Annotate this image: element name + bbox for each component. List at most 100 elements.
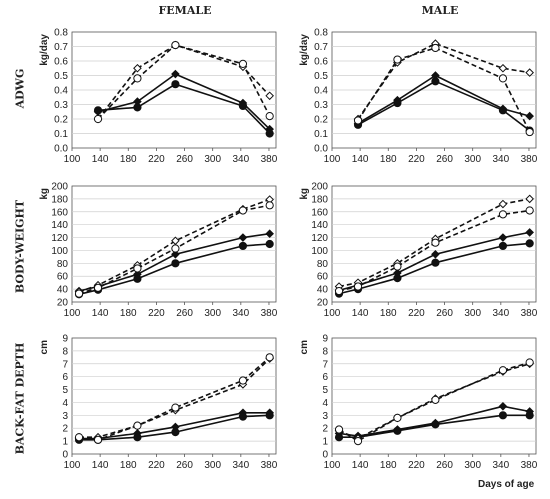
x-tick-label: 140 [92, 154, 109, 165]
x-axis-title: Days of age [478, 479, 535, 490]
data-point-circle-open [431, 395, 440, 404]
data-point-circle-open [171, 403, 180, 412]
data-point-circle-filled [133, 274, 142, 283]
y-tick-label: 8 [322, 346, 328, 357]
data-point-circle-open [393, 262, 402, 271]
x-tick-label: 300 [204, 308, 221, 319]
series-line-dashed-circle-open [78, 356, 271, 441]
data-point-circle-open [74, 433, 84, 442]
x-tick-label: 180 [380, 308, 397, 319]
x-tick-label: 340 [232, 154, 249, 165]
y-tick-label: 140 [311, 220, 328, 231]
x-tick-label: 100 [64, 154, 81, 165]
x-tick-label: 100 [324, 308, 341, 319]
y-unit-label: kg [299, 188, 310, 200]
x-tick-label: 380 [261, 308, 278, 319]
data-point-circle-filled [171, 259, 180, 268]
x-tick-label: 340 [232, 308, 249, 319]
x-tick-label: 260 [176, 460, 193, 471]
data-point-diamond-open [525, 194, 534, 204]
data-point-diamond-filled [265, 229, 274, 238]
x-tick-label: 380 [261, 154, 278, 165]
y-tick-label: 60 [57, 272, 69, 283]
y-tick-label: 0.8 [54, 28, 68, 39]
data-point-diamond-open [525, 68, 534, 77]
x-tick-label: 380 [521, 154, 538, 165]
series-line-dashed-diamond-open [79, 358, 271, 438]
y-tick-label: 0.6 [314, 57, 328, 68]
data-point-circle-open [498, 210, 508, 219]
y-tick-label: 0.4 [314, 86, 328, 97]
data-point-diamond-filled [171, 69, 180, 79]
chart-adwg-female: 0.0 0.1 0.2 0.3 0.4 0.5 0.6 0.7 0.8 100 140 180 220 2… [39, 28, 278, 166]
y-tick-label: 0.7 [54, 42, 68, 53]
data-point-circle-filled [133, 103, 142, 112]
x-tick-label: 260 [436, 308, 453, 319]
data-point-circle-filled [265, 411, 274, 420]
data-point-circle-open [133, 264, 142, 273]
y-tick-label: 0.3 [314, 100, 328, 111]
series-line-solid-circle-filled [338, 242, 530, 295]
data-point-circle-filled [238, 101, 248, 111]
y-tick-label: 100 [51, 246, 68, 257]
y-tick-label: 120 [51, 233, 68, 244]
y-tick-label: 7 [322, 359, 328, 370]
x-tick-label: 220 [408, 154, 425, 165]
x-tick-label: 100 [324, 460, 341, 471]
row-label-body-weight: BODY-WEIGHT [13, 199, 27, 294]
data-point-diamond-filled [498, 233, 508, 242]
data-point-circle-open [133, 421, 142, 430]
y-tick-label: 40 [317, 285, 329, 296]
data-point-circle-open [171, 40, 180, 50]
y-tick-label: 0 [62, 450, 68, 461]
y-tick-label: 3 [62, 411, 68, 422]
x-tick-label: 380 [521, 308, 538, 319]
y-tick-label: 6 [62, 372, 68, 383]
x-tick-label: 380 [261, 460, 278, 471]
x-tick-label: 340 [492, 154, 509, 165]
x-tick-label: 140 [352, 154, 369, 165]
y-tick-label: 1 [322, 437, 328, 448]
data-point-circle-open [393, 413, 402, 423]
y-tick-label: 0.2 [54, 115, 68, 126]
x-tick-label: 180 [380, 460, 397, 471]
y-tick-label: 0.8 [314, 28, 328, 39]
data-point-circle-filled [498, 411, 508, 420]
y-tick-label: 0.0 [54, 144, 68, 155]
y-tick-label: 20 [57, 298, 69, 309]
data-point-circle-open [265, 353, 274, 362]
x-tick-label: 180 [120, 308, 137, 319]
data-point-circle-filled [265, 129, 274, 138]
y-tick-label: 160 [311, 207, 328, 218]
y-tick-label: 2 [322, 424, 328, 435]
data-point-circle-open [238, 376, 248, 385]
y-tick-label: 3 [322, 411, 328, 422]
y-tick-label: 180 [51, 194, 68, 205]
y-tick-label: 200 [51, 182, 68, 193]
x-tick-label: 340 [492, 308, 509, 319]
y-tick-label: 4 [322, 398, 328, 409]
row-label-adwg: ADWG [13, 68, 27, 109]
data-point-circle-open [431, 238, 440, 247]
data-point-circle-filled [393, 274, 402, 283]
data-point-circle-open [265, 112, 274, 121]
x-tick-label: 220 [408, 308, 425, 319]
y-tick-label: 40 [57, 285, 69, 296]
data-point-diamond-open [498, 199, 508, 209]
data-point-circle-open [93, 114, 103, 124]
data-point-circle-filled [431, 77, 440, 86]
x-tick-label: 100 [64, 460, 81, 471]
data-point-circle-filled [238, 412, 248, 421]
data-point-circle-open [133, 74, 142, 83]
data-point-circle-open [525, 127, 534, 137]
y-tick-label: 0 [322, 450, 328, 461]
data-point-diamond-filled [431, 250, 440, 259]
y-tick-label: 4 [62, 398, 68, 409]
data-point-circle-filled [498, 106, 508, 115]
y-unit-label: kg/day [39, 34, 50, 66]
data-point-diamond-open [498, 63, 508, 73]
data-point-circle-open [431, 43, 440, 53]
x-tick-label: 300 [204, 460, 221, 471]
x-tick-label: 300 [464, 460, 481, 471]
